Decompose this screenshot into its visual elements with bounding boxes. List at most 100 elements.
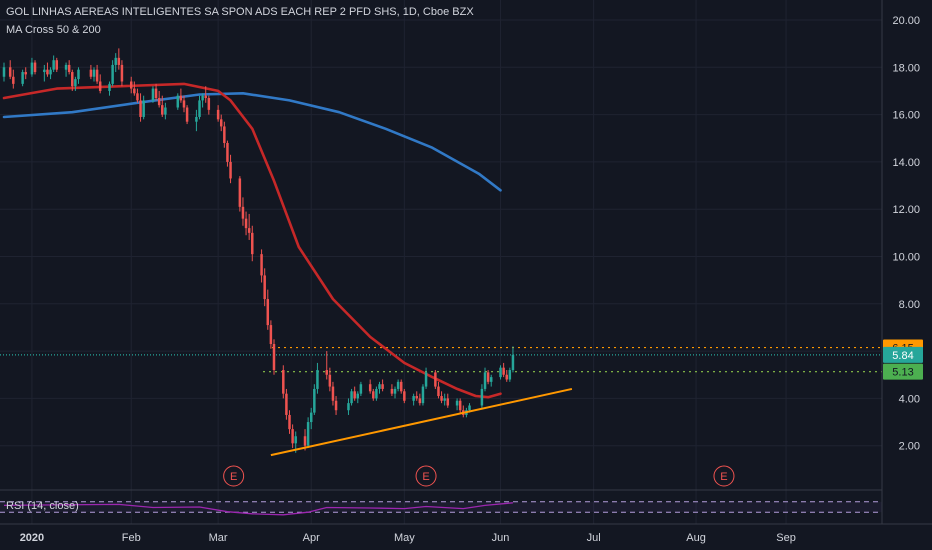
candle-body [288, 414, 291, 430]
x-tick-label: Aug [686, 532, 706, 544]
x-tick-label: Jul [587, 532, 601, 544]
candle-body [219, 119, 223, 127]
candle [486, 370, 490, 385]
candle [285, 388, 288, 420]
candle [182, 95, 186, 113]
candle [412, 393, 415, 406]
candle-body [272, 344, 276, 371]
candle-body [71, 72, 74, 87]
candle-body [455, 400, 459, 406]
candle-body [282, 370, 285, 394]
candle-body [129, 81, 133, 89]
candle-body [238, 178, 242, 207]
candle-body [418, 398, 422, 404]
candle-body [161, 105, 164, 115]
candle-body [92, 69, 96, 77]
candle [157, 90, 161, 108]
candle-body [151, 88, 155, 101]
candle [164, 102, 167, 120]
x-tick-label: Feb [122, 532, 141, 544]
candle [33, 60, 37, 75]
candle [198, 95, 201, 120]
candle [511, 346, 515, 373]
candle [359, 381, 363, 397]
candle-body [350, 391, 353, 404]
candle [421, 384, 425, 406]
candle-body [424, 372, 428, 387]
candle [403, 388, 406, 404]
candle [378, 381, 381, 394]
candle [204, 86, 207, 103]
price-label-box [883, 363, 923, 380]
candle [185, 105, 189, 125]
candle-body [133, 88, 136, 94]
candle-body [313, 388, 316, 413]
candle-body [505, 374, 508, 380]
candle [49, 67, 52, 80]
candle-body [480, 388, 484, 406]
candle-body [136, 93, 139, 101]
candle-body [111, 64, 114, 84]
candle-body [378, 384, 381, 389]
candle [334, 396, 338, 415]
candle [434, 370, 437, 389]
candle [396, 379, 400, 392]
candle [372, 388, 375, 401]
candle-body [67, 64, 71, 73]
x-tick-label: May [394, 532, 415, 544]
candle-body [511, 354, 515, 371]
candle-body [247, 228, 251, 233]
candle-body [372, 391, 375, 399]
candle [117, 48, 121, 70]
candle [489, 374, 493, 387]
candle [483, 367, 487, 392]
candle [502, 362, 505, 378]
candle-body [117, 57, 121, 65]
candle [353, 386, 356, 401]
candle-body [226, 142, 229, 162]
candle [52, 55, 55, 73]
candle-body [334, 400, 338, 411]
candle [207, 95, 211, 115]
price-label-text: 5.13 [892, 367, 913, 379]
candle-body [185, 107, 189, 122]
earnings-marker: E [713, 465, 735, 487]
candle-body [216, 109, 220, 120]
candle [418, 393, 422, 406]
candle-body [446, 398, 450, 406]
candle [226, 140, 229, 167]
candle [282, 365, 285, 399]
candle-body [328, 374, 332, 387]
candle [247, 213, 251, 240]
candle [347, 398, 350, 415]
candle-body [309, 412, 313, 423]
candle [151, 86, 155, 103]
candle-body [64, 64, 68, 70]
candle-body [437, 386, 440, 397]
candle [325, 351, 328, 380]
candle [179, 88, 183, 103]
candle-body [468, 405, 471, 411]
candle [77, 67, 80, 84]
candle [437, 381, 440, 399]
candle [67, 60, 71, 75]
x-tick-label: Sep [776, 532, 796, 544]
candle [443, 393, 446, 406]
candle-body [390, 388, 394, 394]
y-tick-label: 14.00 [892, 157, 920, 169]
earnings-marker: E [415, 465, 437, 487]
candle [238, 176, 242, 212]
candle [216, 105, 220, 122]
candle-body [303, 436, 307, 446]
y-tick-label: 20.00 [892, 15, 920, 27]
candle-body [266, 299, 270, 326]
candle-body [198, 100, 201, 117]
candle [328, 367, 332, 392]
candle [331, 381, 335, 406]
candle-body [223, 126, 226, 143]
x-tick-label: Mar [209, 532, 228, 544]
candle-body [269, 325, 273, 345]
candle [393, 386, 397, 399]
candle [12, 69, 15, 89]
